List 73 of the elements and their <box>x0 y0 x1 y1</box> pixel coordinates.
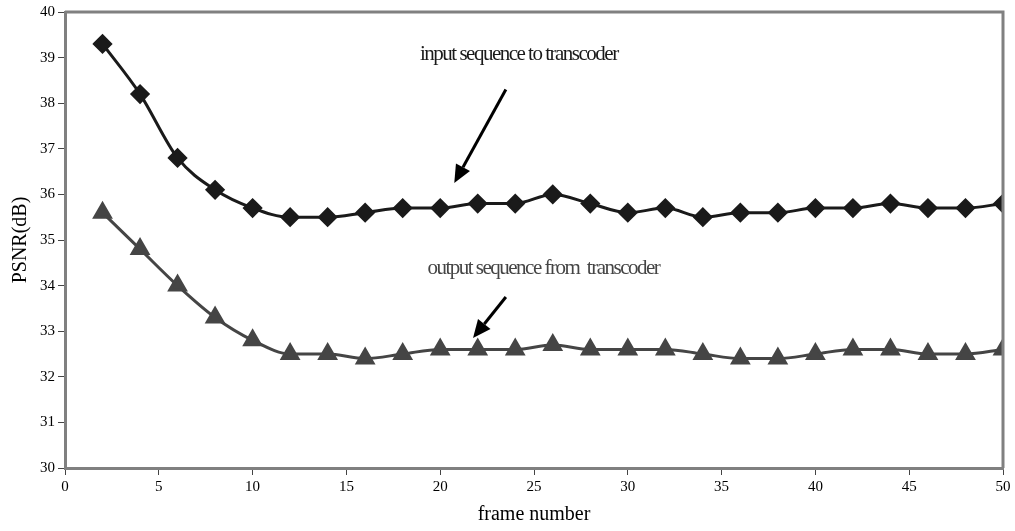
point <box>430 198 450 218</box>
point <box>543 184 563 204</box>
point <box>580 338 600 356</box>
point <box>393 198 413 218</box>
point <box>956 343 975 360</box>
point <box>693 343 713 360</box>
y-tick-label: 36 <box>40 185 56 202</box>
point <box>805 198 825 218</box>
point <box>843 198 863 218</box>
point <box>93 202 112 219</box>
point <box>730 203 750 223</box>
point <box>468 194 488 214</box>
point <box>656 338 675 356</box>
y-tick-label: 35 <box>40 230 55 247</box>
point <box>430 338 450 356</box>
point <box>693 207 713 227</box>
point <box>618 338 638 356</box>
x-tick-label: 20 <box>432 477 448 494</box>
point <box>130 84 150 104</box>
point <box>505 194 525 214</box>
x-tick-label: 10 <box>245 477 261 494</box>
y-tick-label: 40 <box>40 2 55 19</box>
y-tick-label: 34 <box>40 276 56 293</box>
point <box>655 198 675 218</box>
point <box>505 338 525 356</box>
point <box>318 207 338 227</box>
y-axis-title: PSNR(dB) <box>8 196 32 284</box>
point <box>205 180 225 200</box>
x-tick-label: 25 <box>526 477 542 494</box>
x-tick-label: 35 <box>714 477 730 494</box>
x-axis-title: frame number <box>477 502 591 525</box>
point <box>205 307 225 324</box>
point <box>918 198 938 218</box>
point <box>806 343 825 360</box>
point <box>168 148 188 168</box>
y-tick-label: 37 <box>40 139 56 156</box>
x-tick-label: 5 <box>155 477 163 494</box>
point <box>318 343 337 360</box>
y-tick-label: 30 <box>40 458 55 475</box>
point <box>243 198 263 218</box>
point <box>468 338 488 356</box>
y-tick-label: 39 <box>40 48 55 65</box>
x-tick-label: 0 <box>61 477 69 494</box>
point <box>280 343 300 360</box>
y-tick-label: 33 <box>40 322 55 339</box>
point <box>918 343 938 360</box>
point <box>280 207 300 227</box>
y-tick-label: 31 <box>40 413 55 430</box>
point <box>130 238 150 256</box>
point <box>580 194 600 214</box>
text: input sequence to transcoder <box>419 40 618 66</box>
point <box>168 275 187 292</box>
point <box>731 348 750 365</box>
x-tick-label: 50 <box>995 477 1011 494</box>
point <box>355 203 375 223</box>
point <box>843 338 863 356</box>
point <box>618 203 638 223</box>
point <box>955 198 975 218</box>
point <box>543 334 563 351</box>
point <box>881 338 900 356</box>
x-tick-label: 15 <box>338 477 354 494</box>
point <box>243 329 262 347</box>
y-tick-label: 32 <box>40 367 55 384</box>
x-tick-label: 40 <box>807 477 823 494</box>
x-tick-label: 30 <box>620 477 636 494</box>
point <box>880 194 900 214</box>
text: output sequence from transcoder <box>427 254 660 280</box>
y-tick-label: 38 <box>40 94 55 111</box>
point <box>393 343 412 360</box>
x-tick-label: 45 <box>901 477 917 494</box>
point <box>768 348 788 365</box>
point <box>355 348 375 365</box>
point <box>768 203 788 223</box>
